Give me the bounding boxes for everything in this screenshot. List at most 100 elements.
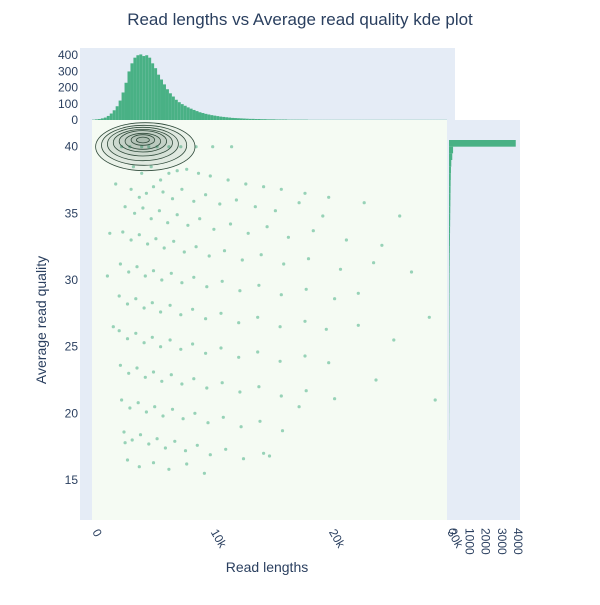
top-histogram-tick-label: 400: [58, 48, 78, 62]
scatter-point: [238, 289, 241, 292]
histogram-bar: [166, 89, 169, 120]
histogram-bar: [169, 93, 172, 120]
scatter-point: [185, 462, 188, 465]
scatter-point: [171, 197, 174, 200]
histogram-bar: [172, 97, 175, 120]
scatter-point: [169, 304, 172, 307]
scatter-point: [179, 313, 182, 316]
scatter-point: [398, 214, 401, 217]
top-histogram-tick-label: 200: [58, 81, 78, 95]
scatter-point: [197, 172, 200, 175]
histogram-bar: [449, 140, 516, 147]
histogram-bar: [449, 207, 450, 214]
scatter-point: [141, 206, 144, 209]
scatter-point: [229, 222, 232, 225]
scatter-point: [151, 301, 154, 304]
scatter-point: [258, 420, 261, 423]
scatter-point: [138, 196, 141, 199]
scatter-point: [219, 346, 222, 349]
histogram-bar: [136, 55, 139, 120]
right-histogram-tick-label: 3000: [495, 528, 509, 555]
scatter-point: [242, 457, 245, 460]
scatter-point: [224, 448, 227, 451]
scatter-point: [244, 182, 247, 185]
scatter-point: [211, 145, 214, 148]
histogram-bar: [101, 118, 104, 120]
scatter-point: [392, 338, 395, 341]
histogram-bar: [104, 118, 107, 120]
main-axis-strip: [80, 120, 92, 520]
scatter-point: [281, 429, 284, 432]
y-tick-label: 15: [65, 473, 79, 487]
scatter-point: [287, 236, 290, 239]
histogram-bar: [119, 101, 122, 120]
scatter-point: [180, 188, 183, 191]
scatter-point: [126, 302, 129, 305]
scatter-point: [163, 246, 166, 249]
histogram-bar: [449, 213, 450, 220]
y-tick-label: 35: [65, 206, 79, 220]
scatter-point: [274, 209, 277, 212]
right-marginal-area: [447, 120, 520, 520]
histogram-bar: [449, 153, 452, 160]
scatter-point: [428, 316, 431, 319]
scatter-point: [262, 185, 265, 188]
scatter-point: [170, 272, 173, 275]
histogram-bar: [95, 119, 98, 120]
scatter-point: [127, 372, 130, 375]
scatter-point: [146, 242, 149, 245]
histogram-bar: [216, 116, 219, 120]
histogram-bar: [234, 118, 237, 120]
scatter-point: [230, 145, 233, 148]
scatter-point: [203, 472, 206, 475]
histogram-bar: [261, 119, 264, 120]
scatter-point: [262, 452, 265, 455]
scatter-point: [325, 328, 328, 331]
histogram-bar: [116, 106, 119, 120]
scatter-point: [205, 285, 208, 288]
scatter-point: [144, 376, 147, 379]
histogram-bar: [449, 167, 451, 174]
scatter-point: [218, 202, 221, 205]
histogram-bar: [255, 119, 258, 120]
scatter-point: [167, 172, 170, 175]
scatter-point: [159, 310, 162, 313]
scatter-point: [166, 221, 169, 224]
scatter-point: [192, 377, 195, 380]
scatter-point: [221, 381, 224, 384]
scatter-point: [298, 201, 301, 204]
scatter-point: [257, 284, 260, 287]
kde-contour: [136, 137, 149, 143]
scatter-point: [182, 417, 185, 420]
histogram-bar: [187, 107, 190, 120]
scatter-point: [145, 410, 148, 413]
scatter-point: [204, 193, 207, 196]
histogram-bar: [449, 200, 450, 207]
scatter-point: [374, 378, 377, 381]
scatter-point: [223, 249, 226, 252]
histogram-bar: [272, 119, 275, 120]
right-histogram-tick-label: 4000: [511, 528, 525, 555]
scatter-point: [372, 261, 375, 264]
scatter-point: [298, 405, 301, 408]
scatter-point: [180, 382, 183, 385]
y-tick-label: 30: [65, 273, 79, 287]
scatter-point: [227, 178, 230, 181]
scatter-point: [410, 270, 413, 273]
scatter-point: [266, 225, 269, 228]
scatter-point: [198, 217, 201, 220]
histogram-bar: [449, 253, 450, 260]
histogram-bar: [207, 115, 210, 121]
histogram-bar: [193, 110, 196, 120]
scatter-point: [152, 370, 155, 373]
right-histogram-tick-label: 1000: [462, 528, 476, 555]
histogram-bar: [264, 119, 267, 120]
y-tick-label: 40: [65, 140, 79, 154]
scatter-point: [321, 214, 324, 217]
histogram-bar: [449, 233, 450, 240]
histogram-bar: [449, 147, 453, 154]
scatter-point: [124, 205, 127, 208]
scatter-point: [204, 317, 207, 320]
histogram-bar: [122, 92, 125, 120]
